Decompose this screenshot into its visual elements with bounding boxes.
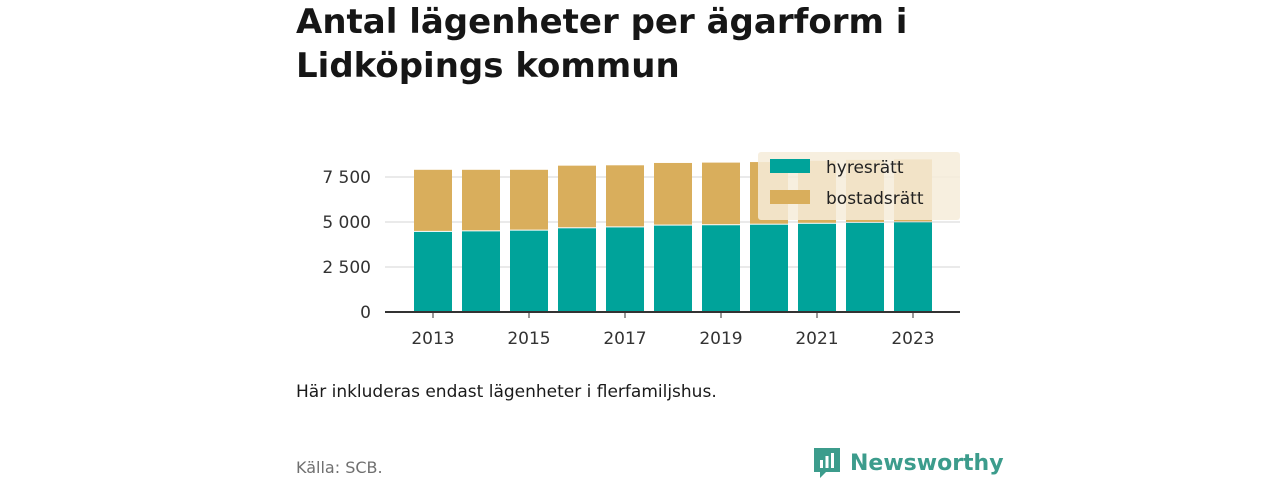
legend-label-bostadsratt: bostadsrätt [826, 189, 924, 209]
bar-bostadsratt-2016 [558, 165, 596, 228]
bar-bostadsratt-2014 [462, 169, 500, 231]
legend-swatch-hyresratt [770, 159, 810, 173]
y-tick-label: 2 500 [322, 258, 371, 278]
y-tick-label: 0 [360, 303, 371, 323]
source-text: Källa: SCB. [296, 458, 383, 477]
bar-hyresratt-2019 [702, 225, 740, 311]
x-tick-label: 2023 [891, 329, 934, 349]
newsworthy-logo-icon [814, 448, 840, 478]
bar-hyresratt-2020 [750, 224, 788, 311]
x-tick-label: 2013 [411, 329, 454, 349]
bar-hyresratt-2013 [414, 231, 452, 311]
bar-hyresratt-2023 [894, 222, 932, 311]
brand-name: Newsworthy [850, 450, 1004, 476]
x-tick-label: 2015 [507, 329, 550, 349]
y-tick-label: 7 500 [322, 168, 371, 188]
bar-bostadsratt-2018 [654, 162, 692, 225]
bar-hyresratt-2015 [510, 230, 548, 311]
bar-hyresratt-2017 [606, 227, 644, 311]
x-axis-ticks: 2013 2015 2017 2019 2021 2023 [411, 312, 935, 349]
bar-hyresratt-2014 [462, 231, 500, 311]
y-tick-label: 5 000 [322, 213, 371, 233]
bar-hyresratt-2018 [654, 225, 692, 311]
chart-note: Här inkluderas endast lägenheter i flerf… [296, 382, 717, 402]
x-tick-label: 2019 [699, 329, 742, 349]
legend: hyresrätt bostadsrätt [758, 152, 960, 220]
legend-label-hyresratt: hyresrätt [826, 158, 904, 178]
bar-hyresratt-2016 [558, 228, 596, 311]
y-axis-ticks: 0 2 500 5 000 7 500 [322, 168, 371, 323]
x-tick-label: 2017 [603, 329, 646, 349]
stacked-bar-chart: 0 2 500 5 000 7 500 2013 2015 2017 2019 2021 202… [322, 152, 960, 349]
legend-swatch-bostadsratt [770, 190, 810, 204]
bar-hyresratt-2021 [798, 223, 836, 311]
newsworthy-logo: Newsworthy [812, 446, 1004, 480]
x-tick-label: 2021 [795, 329, 838, 349]
bar-bostadsratt-2015 [510, 169, 548, 230]
bar-hyresratt-2022 [846, 222, 884, 311]
bar-bostadsratt-2013 [414, 169, 452, 231]
chart-title: Antal lägenheter per ägarform i Lidköpin… [296, 2, 908, 86]
bar-bostadsratt-2019 [702, 162, 740, 225]
bar-bostadsratt-2017 [606, 165, 644, 227]
